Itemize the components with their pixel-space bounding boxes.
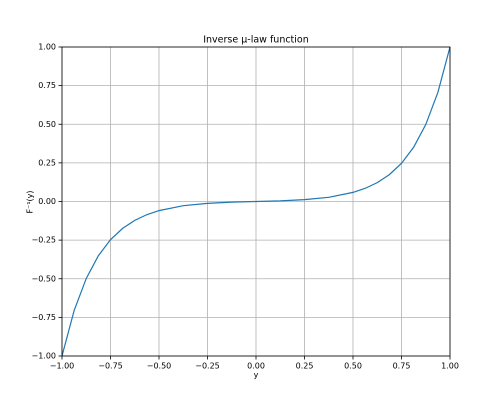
data-line xyxy=(61,46,451,357)
x-tick-label: 0.50 xyxy=(344,362,362,371)
y-tick-label: 0.50 xyxy=(38,120,56,129)
y-axis-label: F⁻¹(y) xyxy=(26,190,35,213)
y-tick-label: −0.25 xyxy=(31,236,56,245)
y-tick-label: −1.00 xyxy=(31,352,56,361)
x-tick-label: 0.00 xyxy=(247,362,265,371)
y-tick-label: 0.00 xyxy=(38,197,56,206)
chart-title: Inverse μ-law function xyxy=(203,35,309,46)
x-tick-label: 0.75 xyxy=(393,362,411,371)
plot-frame xyxy=(61,46,451,357)
x-axis-label: y xyxy=(254,371,259,380)
x-tick-label: −0.25 xyxy=(195,362,220,371)
y-tick-label: 0.25 xyxy=(38,158,56,167)
y-tick-label: −0.75 xyxy=(31,313,56,322)
y-tick-label: 1.00 xyxy=(38,43,56,52)
x-tick-label: −1.00 xyxy=(50,362,75,371)
x-tick-label: 0.25 xyxy=(296,362,314,371)
y-tick-label: −0.50 xyxy=(31,274,56,283)
x-tick-label: −0.50 xyxy=(147,362,172,371)
x-tick-label: 1.00 xyxy=(441,362,459,371)
y-tick-label: 0.75 xyxy=(38,81,56,90)
x-tick-label: −0.75 xyxy=(98,362,123,371)
